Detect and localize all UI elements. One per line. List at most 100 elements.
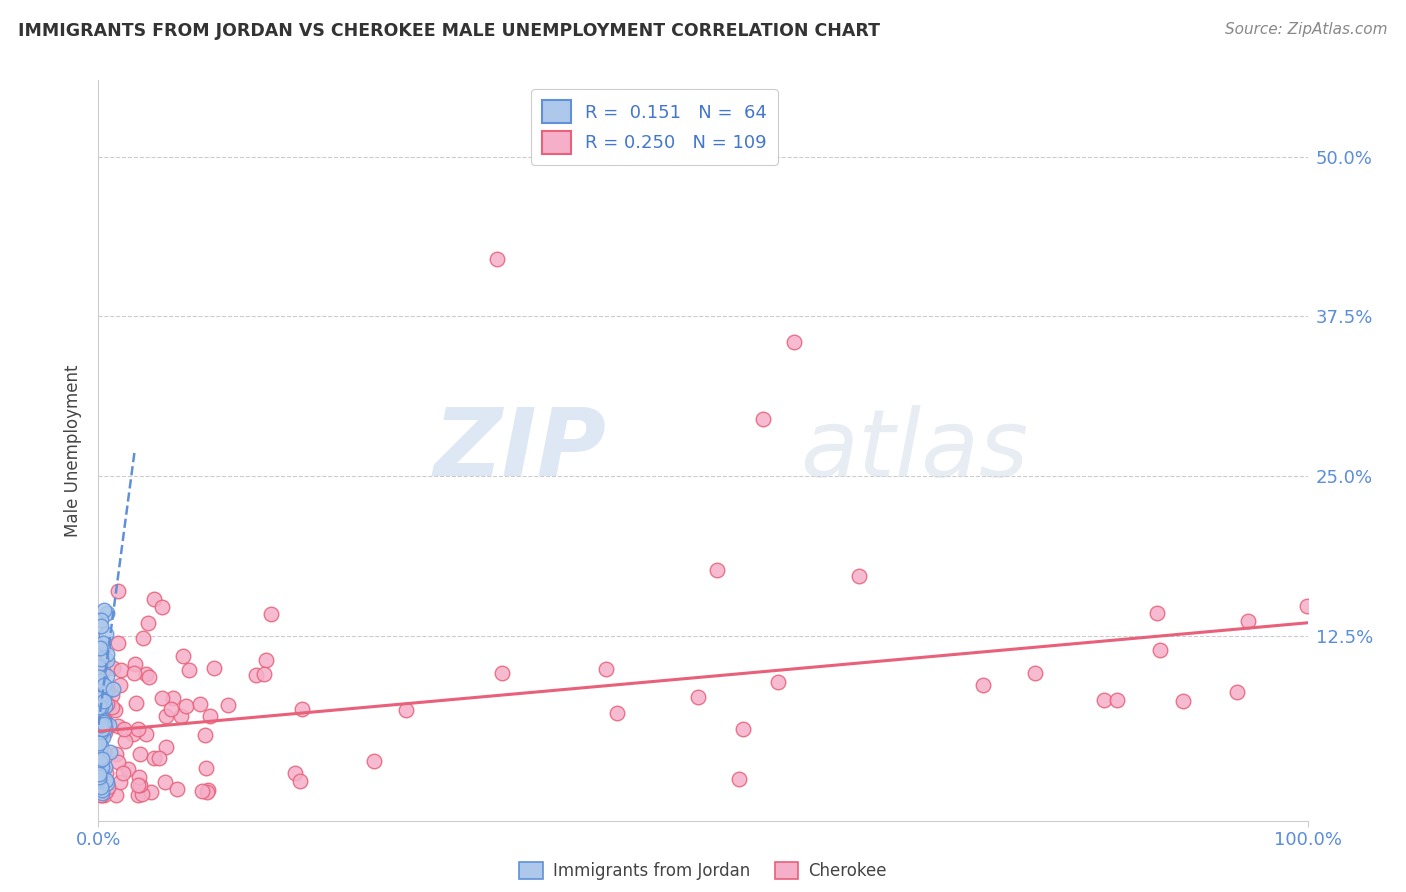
Point	[87, 737, 110, 751]
Point	[122, 727, 145, 741]
Point	[89, 767, 111, 781]
Point	[94, 698, 117, 713]
Text: atlas: atlas	[800, 405, 1028, 496]
Point	[93, 693, 115, 707]
Text: ZIP: ZIP	[433, 404, 606, 497]
Point	[117, 763, 139, 777]
Point	[90, 760, 112, 774]
Point	[112, 766, 135, 780]
Point	[89, 711, 111, 725]
Point	[93, 678, 115, 692]
Point	[87, 736, 110, 750]
Point	[162, 691, 184, 706]
Point	[124, 657, 146, 672]
Point	[188, 697, 211, 711]
Point	[1149, 643, 1171, 657]
Point	[491, 665, 513, 680]
Point	[174, 699, 197, 714]
Point	[143, 591, 166, 606]
Point	[728, 772, 751, 787]
Y-axis label: Male Unemployment: Male Unemployment	[65, 364, 83, 537]
Point	[87, 731, 110, 746]
Point	[90, 764, 112, 778]
Point	[96, 776, 118, 790]
Point	[127, 722, 149, 736]
Point	[112, 723, 135, 737]
Point	[91, 641, 114, 656]
Point	[96, 697, 118, 711]
Point	[290, 774, 312, 789]
Point	[172, 648, 194, 663]
Point	[363, 754, 385, 768]
Point	[90, 652, 112, 666]
Point	[94, 765, 117, 780]
Point	[90, 700, 112, 714]
Point	[104, 703, 127, 717]
Point	[91, 724, 114, 739]
Point	[108, 678, 131, 692]
Point	[93, 603, 115, 617]
Point	[93, 717, 115, 731]
Point	[90, 728, 112, 742]
Point	[135, 727, 157, 741]
Point	[150, 691, 173, 706]
Point	[245, 667, 267, 681]
Point	[98, 745, 121, 759]
Point	[90, 717, 112, 731]
Point	[706, 562, 728, 576]
Point	[731, 722, 754, 736]
Point	[90, 613, 112, 627]
Point	[96, 669, 118, 683]
Point	[107, 719, 129, 733]
Point	[217, 698, 239, 713]
Point	[90, 764, 112, 779]
Point	[105, 747, 128, 761]
Point	[1173, 693, 1195, 707]
Point	[93, 685, 115, 699]
Point	[87, 660, 110, 674]
Point	[195, 761, 218, 775]
Point	[91, 690, 114, 704]
Point	[125, 696, 148, 710]
Point	[107, 636, 129, 650]
Point	[90, 779, 112, 793]
Point	[198, 708, 221, 723]
Point	[595, 662, 617, 676]
Point	[94, 724, 117, 739]
Point	[87, 670, 110, 684]
Point	[107, 755, 129, 769]
Point	[93, 712, 115, 726]
Point	[394, 703, 416, 717]
Point	[127, 778, 149, 792]
Point	[90, 619, 112, 633]
Point	[131, 787, 153, 801]
Point	[91, 730, 114, 744]
Point	[103, 682, 125, 697]
Point	[150, 600, 173, 615]
Point	[254, 653, 277, 667]
Point	[155, 775, 177, 789]
Point	[108, 774, 131, 789]
Point	[138, 670, 160, 684]
Point	[143, 751, 166, 765]
Point	[90, 739, 112, 753]
Point	[89, 774, 111, 789]
Point	[96, 684, 118, 698]
Point	[107, 583, 129, 598]
Point	[94, 626, 117, 640]
Point	[96, 607, 118, 621]
Point	[752, 411, 775, 425]
Point	[96, 653, 118, 667]
Point	[688, 690, 710, 704]
Point	[90, 786, 112, 800]
Point	[87, 699, 110, 714]
Point	[89, 641, 111, 656]
Text: Source: ZipAtlas.com: Source: ZipAtlas.com	[1225, 22, 1388, 37]
Point	[1024, 665, 1046, 680]
Point	[96, 715, 118, 730]
Legend: Immigrants from Jordan, Cherokee: Immigrants from Jordan, Cherokee	[513, 855, 893, 887]
Point	[128, 770, 150, 784]
Point	[138, 616, 160, 631]
Point	[94, 760, 117, 774]
Point	[94, 773, 117, 788]
